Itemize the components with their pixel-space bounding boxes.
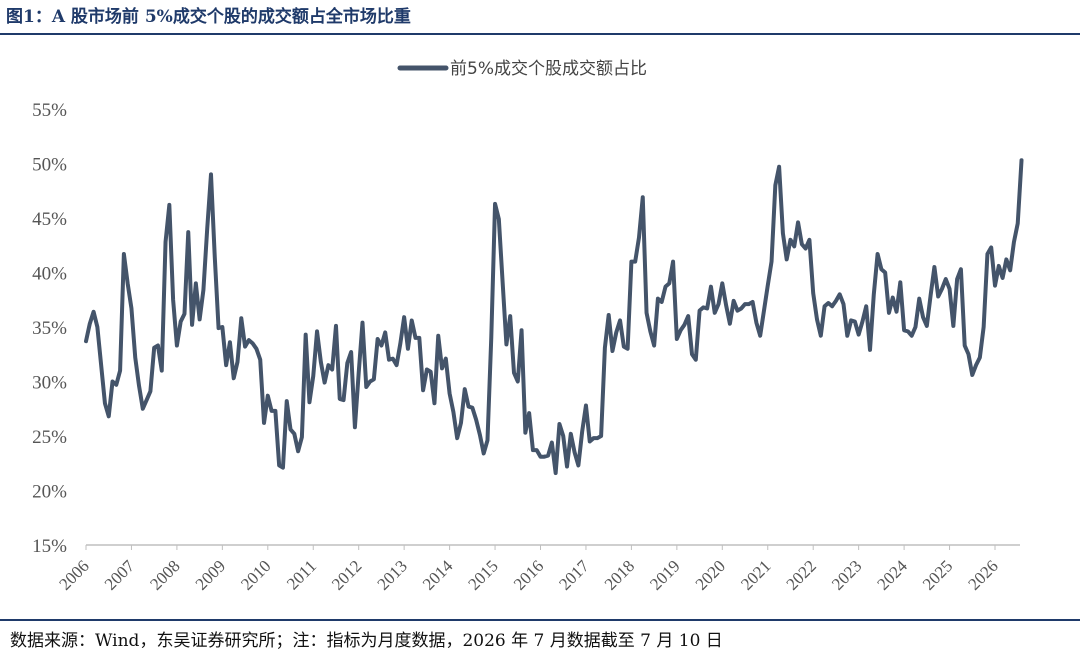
- x-tick-label: 2010: [237, 556, 274, 593]
- x-tick-label: 2008: [146, 556, 183, 593]
- x-tick-label: 2023: [828, 556, 865, 593]
- series-line: [84, 158, 1024, 476]
- x-tick-label: 2021: [737, 556, 774, 593]
- y-tick-label: 15%: [32, 536, 67, 557]
- x-tick-label: 2011: [283, 556, 320, 593]
- line-chart: 前5%成交个股成交额占比 15% 20% 25% 30% 35% 40% 45% 50% 55%…: [32, 59, 1024, 594]
- y-tick-label: 45%: [32, 209, 67, 230]
- y-tick-label: 50%: [32, 155, 67, 176]
- x-tick-label: 2013: [374, 556, 411, 593]
- legend: 前5%成交个股成交额占比: [397, 59, 647, 79]
- x-tick-label: 2007: [101, 556, 139, 594]
- legend-label: 前5%成交个股成交额占比: [450, 59, 647, 79]
- x-axis-ticks: 2006 2007 2008 2009 2010 2011 2012 2013 2014 2015…: [55, 545, 1002, 594]
- x-tick-label: 2017: [555, 556, 593, 594]
- x-tick-label: 2014: [419, 556, 457, 594]
- top-rule: [0, 33, 1080, 35]
- source-note: 数据来源：Wind，东吴证券研究所；注：指标为月度数据，2026 年 7 月数据…: [10, 631, 723, 651]
- y-tick-label: 25%: [32, 427, 67, 448]
- x-tick-label: 2018: [601, 556, 638, 593]
- x-tick-label: 2016: [510, 556, 547, 593]
- y-tick-label: 40%: [32, 264, 67, 285]
- x-tick-label: 2020: [692, 556, 729, 593]
- y-axis-ticks: 15% 20% 25% 30% 35% 40% 45% 50% 55%: [32, 100, 67, 557]
- y-tick-label: 30%: [32, 373, 67, 394]
- bottom-rule: [0, 619, 1080, 621]
- figure-title: 图1：A 股市场前 5%成交个股的成交额占全市场比重: [6, 7, 411, 27]
- x-tick-label: 2025: [919, 556, 956, 593]
- x-tick-label: 2019: [646, 556, 683, 593]
- x-tick-label: 2022: [783, 556, 820, 593]
- x-tick-label: 2024: [873, 556, 911, 594]
- x-tick-label: 2006: [55, 556, 92, 593]
- x-tick-label: 2026: [964, 556, 1001, 593]
- x-tick-label: 2015: [464, 556, 501, 593]
- x-tick-label: 2009: [192, 556, 229, 593]
- y-tick-label: 20%: [32, 482, 67, 503]
- y-tick-label: 35%: [32, 318, 67, 339]
- x-tick-label: 2012: [328, 556, 365, 593]
- y-tick-label: 55%: [32, 100, 67, 121]
